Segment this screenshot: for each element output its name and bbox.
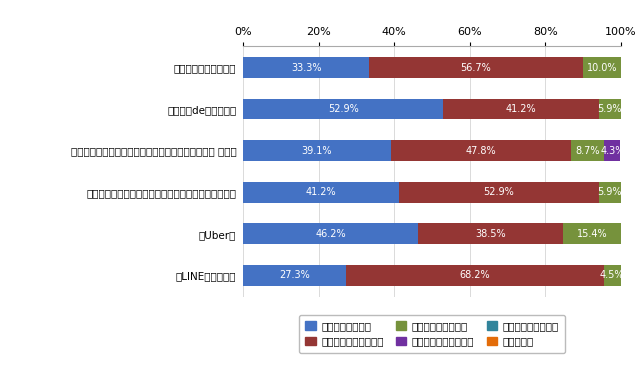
Bar — [598, 99, 621, 120]
Bar — [243, 223, 418, 244]
Bar — [391, 140, 572, 161]
Text: 8.7%: 8.7% — [575, 146, 600, 156]
Text: 27.3%: 27.3% — [280, 271, 310, 280]
Text: 10.0%: 10.0% — [587, 62, 617, 72]
Text: 4.5%: 4.5% — [600, 271, 625, 280]
Legend: 大変満足している, まあまあ満足している, どちらともいえない, あまり満足していない, 全く満足していない, わからない: 大変満足している, まあまあ満足している, どちらともいえない, あまり満足して… — [299, 315, 565, 353]
Bar — [572, 140, 604, 161]
Text: 5.9%: 5.9% — [597, 104, 622, 114]
Bar — [243, 182, 399, 203]
Bar — [604, 140, 620, 161]
Bar — [563, 223, 621, 244]
Text: 56.7%: 56.7% — [461, 62, 492, 72]
Text: 52.9%: 52.9% — [328, 104, 358, 114]
Bar — [243, 57, 369, 78]
Text: 46.2%: 46.2% — [315, 229, 346, 239]
Text: 4.3%: 4.3% — [600, 146, 625, 156]
Bar — [243, 265, 346, 286]
Bar — [243, 140, 391, 161]
Text: 41.2%: 41.2% — [506, 104, 536, 114]
Bar — [346, 265, 604, 286]
Bar — [583, 57, 621, 78]
Text: 41.2%: 41.2% — [306, 187, 336, 197]
Bar — [604, 265, 621, 286]
Bar — [418, 223, 563, 244]
Text: 33.3%: 33.3% — [291, 62, 321, 72]
Text: 52.9%: 52.9% — [483, 187, 514, 197]
Text: 39.1%: 39.1% — [302, 146, 332, 156]
Text: 38.5%: 38.5% — [475, 229, 506, 239]
Bar — [369, 57, 583, 78]
Bar — [399, 182, 598, 203]
Text: 47.8%: 47.8% — [466, 146, 497, 156]
Bar — [598, 182, 621, 203]
Text: 5.9%: 5.9% — [597, 187, 622, 197]
Text: 68.2%: 68.2% — [460, 271, 490, 280]
Text: 15.4%: 15.4% — [577, 229, 607, 239]
Bar — [443, 99, 598, 120]
Bar — [243, 99, 443, 120]
